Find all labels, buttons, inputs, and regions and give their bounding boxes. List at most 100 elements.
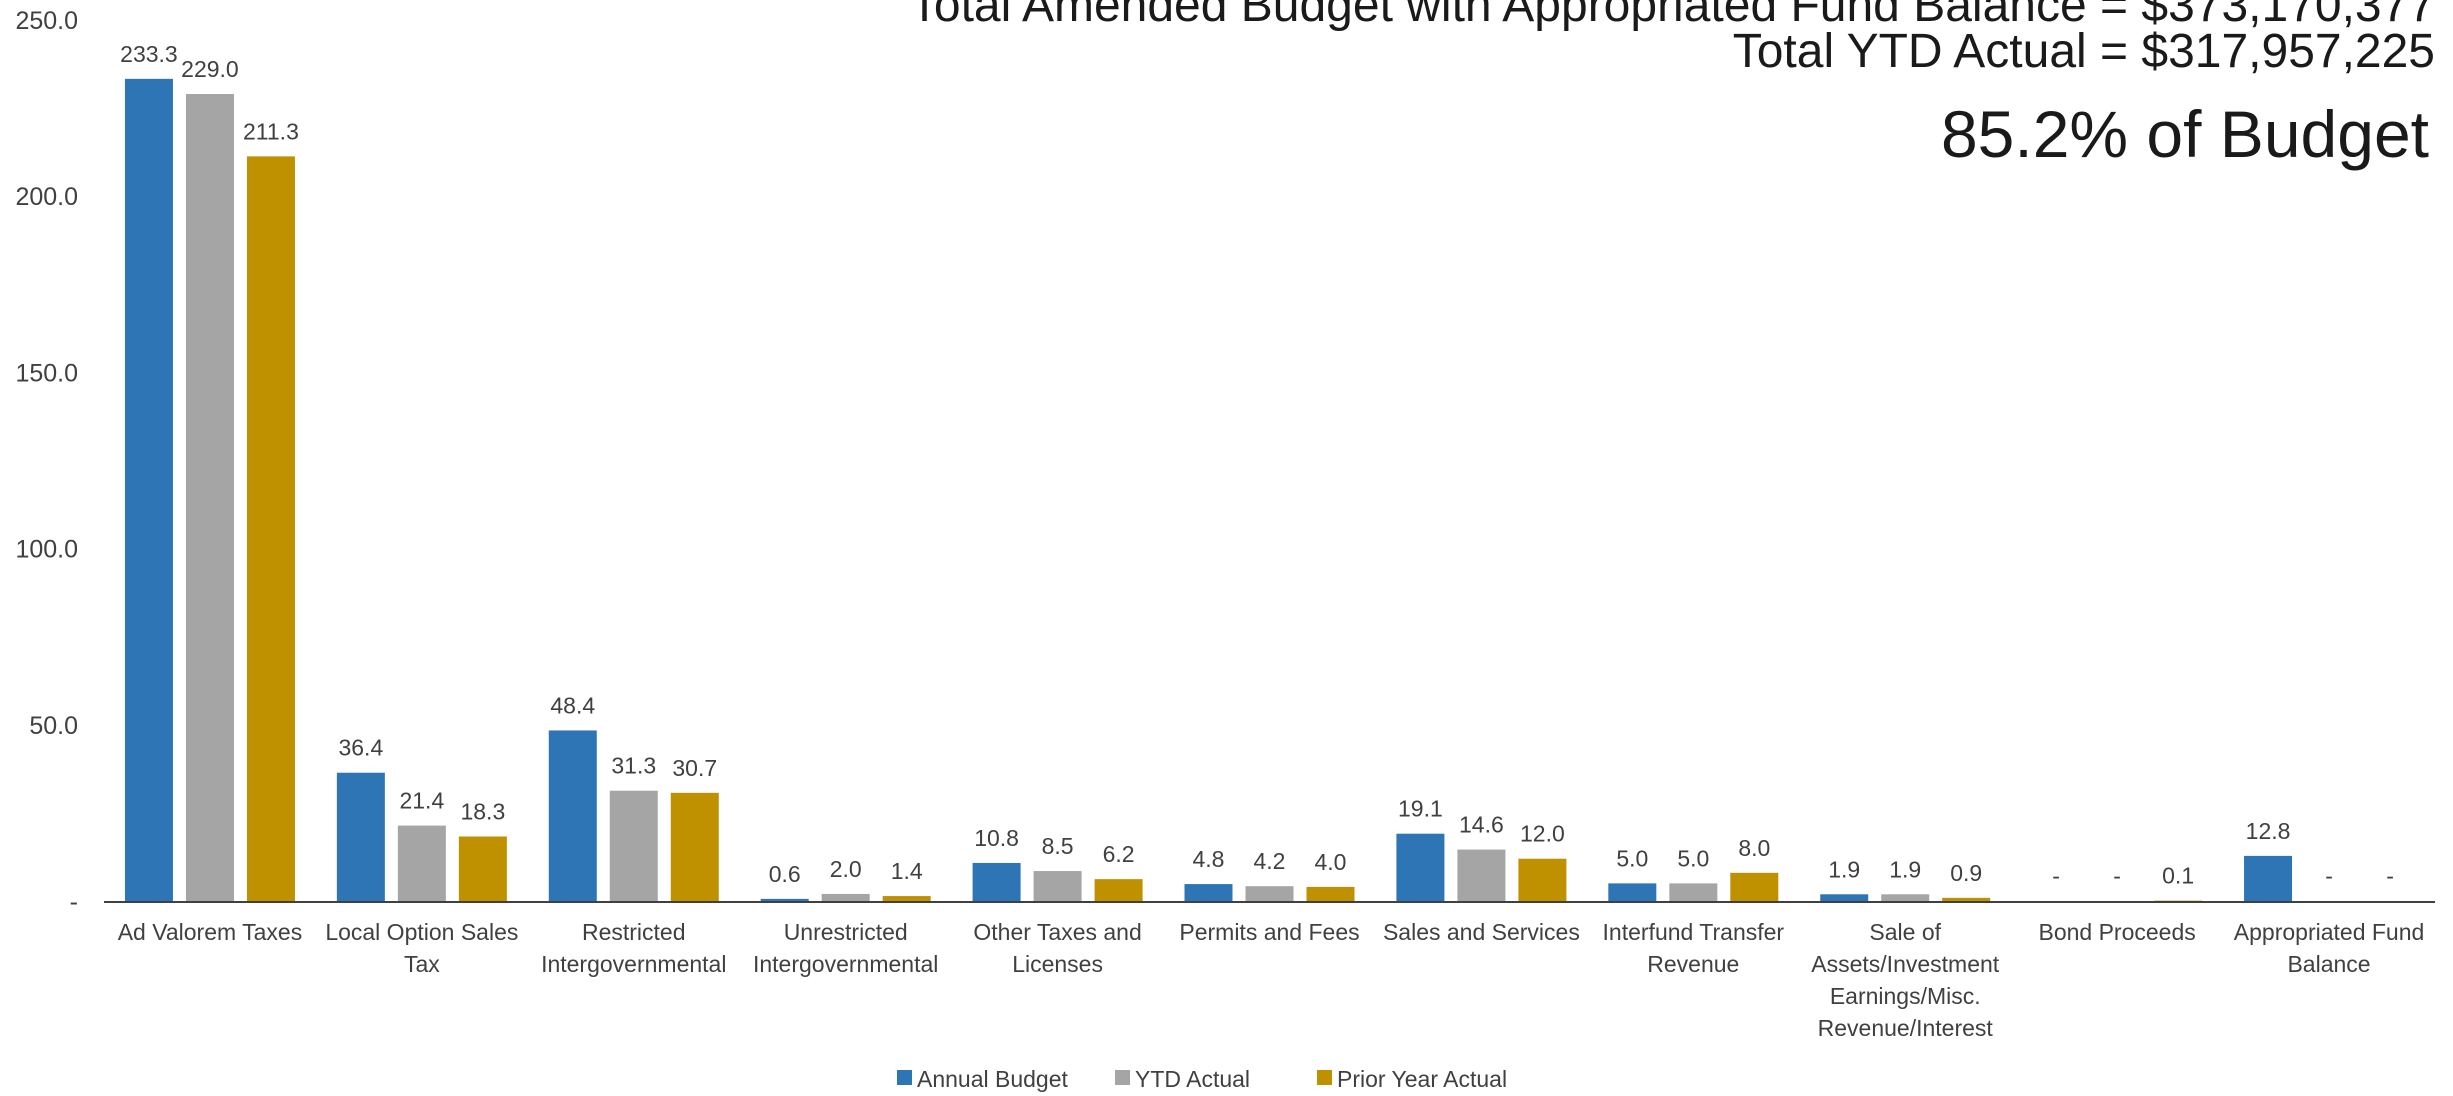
- header-total-budget: Total Amended Budget with Appropriated F…: [909, 0, 2435, 32]
- bar: [972, 862, 1021, 901]
- data-label: 4.8: [1193, 846, 1225, 872]
- y-tick-label: 100.0: [15, 536, 78, 564]
- bar: [1608, 883, 1657, 901]
- x-tick-label: Local Option Sales: [325, 919, 518, 945]
- bar: [1881, 894, 1930, 901]
- data-label: 19.1: [1398, 796, 1443, 822]
- bar: [882, 896, 931, 901]
- data-label: 14.6: [1459, 812, 1504, 838]
- bar: [609, 790, 658, 901]
- x-tick-label: Sale of: [1869, 919, 1941, 945]
- bar: [1730, 872, 1779, 901]
- x-tick-label: Assets/Investment: [1811, 951, 2000, 977]
- bar: [1306, 886, 1355, 901]
- data-label: 0.6: [769, 861, 801, 887]
- data-label: 0.1: [2162, 863, 2194, 889]
- data-label: -: [2052, 863, 2060, 889]
- bar: [548, 730, 597, 901]
- x-tick-label: Earnings/Misc.: [1830, 983, 1981, 1009]
- data-label: -: [2386, 863, 2394, 889]
- bar: [1669, 883, 1718, 901]
- bar: [1942, 897, 1991, 901]
- bar: [821, 893, 870, 901]
- data-label: 36.4: [338, 735, 383, 761]
- data-label: -: [2325, 863, 2333, 889]
- header-total-ytd-actual: Total YTD Actual = $317,957,225: [1732, 25, 2435, 78]
- x-tick-label: Permits and Fees: [1179, 919, 1359, 945]
- data-label: 1.9: [1828, 856, 1860, 882]
- x-tick-label: Revenue: [1647, 951, 1739, 977]
- x-tick-label: Interfund Transfer: [1603, 919, 1785, 945]
- x-tick-label: Tax: [404, 951, 440, 977]
- x-tick-label: Ad Valorem Taxes: [118, 919, 303, 945]
- bar: [1245, 886, 1294, 901]
- data-label: 1.9: [1889, 856, 1921, 882]
- x-tick-label: Revenue/Interest: [1818, 1015, 1994, 1041]
- data-label: 12.0: [1520, 821, 1565, 847]
- bar: [1396, 833, 1445, 901]
- y-axis: - 50.0 100.0 150.0 200.0 250.0: [15, 7, 78, 916]
- data-label: 4.2: [1254, 848, 1286, 874]
- data-label: 5.0: [1677, 845, 1709, 871]
- data-label: 21.4: [399, 788, 444, 814]
- bar: [1518, 858, 1567, 901]
- bar: [124, 78, 173, 901]
- bar: [2244, 855, 2293, 901]
- x-tick-label: Other Taxes and: [973, 919, 1141, 945]
- x-tick-label: Intergovernmental: [753, 951, 938, 977]
- data-label: 6.2: [1103, 841, 1135, 867]
- legend-label: Prior Year Actual: [1337, 1066, 1507, 1092]
- bar: [670, 792, 719, 901]
- x-tick-label: Balance: [2287, 951, 2370, 977]
- data-label: -: [2113, 863, 2121, 889]
- legend-swatch: [1317, 1070, 1332, 1085]
- data-label: 48.4: [550, 692, 595, 718]
- x-tick-label: Bond Proceeds: [2038, 919, 2195, 945]
- data-label: 8.0: [1738, 835, 1770, 861]
- bar: [397, 825, 446, 901]
- x-tick-label: Licenses: [1012, 951, 1103, 977]
- bars: [124, 78, 2293, 902]
- data-label: 211.3: [243, 118, 299, 144]
- data-label: 0.9: [1950, 860, 1982, 886]
- x-tick-label: Appropriated Fund: [2234, 919, 2425, 945]
- bar: [336, 772, 385, 901]
- header-percent-of-budget: 85.2% of Budget: [1940, 97, 2429, 171]
- bar: [458, 836, 507, 901]
- legend-label: Annual Budget: [917, 1066, 1069, 1092]
- legend-swatch: [1115, 1070, 1130, 1085]
- data-label: 30.7: [672, 755, 717, 781]
- bar: [1457, 849, 1506, 901]
- data-label: 233.3: [120, 41, 178, 67]
- legend-label: YTD Actual: [1135, 1066, 1250, 1092]
- y-tick-label: 250.0: [15, 7, 78, 35]
- data-label: 229.0: [181, 56, 239, 82]
- data-label: 18.3: [460, 799, 505, 825]
- bar: [760, 898, 809, 901]
- y-tick-label: 50.0: [29, 712, 78, 740]
- data-label: 5.0: [1616, 845, 1648, 871]
- data-label: 8.5: [1042, 833, 1074, 859]
- x-tick-label: Intergovernmental: [541, 951, 726, 977]
- bar: [246, 156, 295, 902]
- x-axis: Ad Valorem Taxes Local Option Sales Tax Res…: [118, 919, 2425, 1041]
- bar: [185, 94, 234, 901]
- data-label: 1.4: [891, 858, 923, 884]
- bar: [1820, 894, 1869, 901]
- y-tick-label: 200.0: [15, 183, 78, 211]
- data-label: 12.8: [2246, 818, 2291, 844]
- x-tick-label: Restricted: [582, 919, 686, 945]
- legend-swatch: [897, 1070, 912, 1085]
- legend: Annual Budget YTD Actual Prior Year Actual: [897, 1066, 1507, 1092]
- bar: [1184, 884, 1233, 901]
- x-tick-label: Unrestricted: [784, 919, 908, 945]
- data-label: 2.0: [830, 856, 862, 882]
- data-label: 4.0: [1315, 849, 1347, 875]
- data-label: 31.3: [611, 753, 656, 779]
- bar: [1033, 871, 1082, 901]
- y-tick-label: 150.0: [15, 359, 78, 387]
- y-tick-label: -: [70, 888, 78, 916]
- bar: [1094, 879, 1143, 901]
